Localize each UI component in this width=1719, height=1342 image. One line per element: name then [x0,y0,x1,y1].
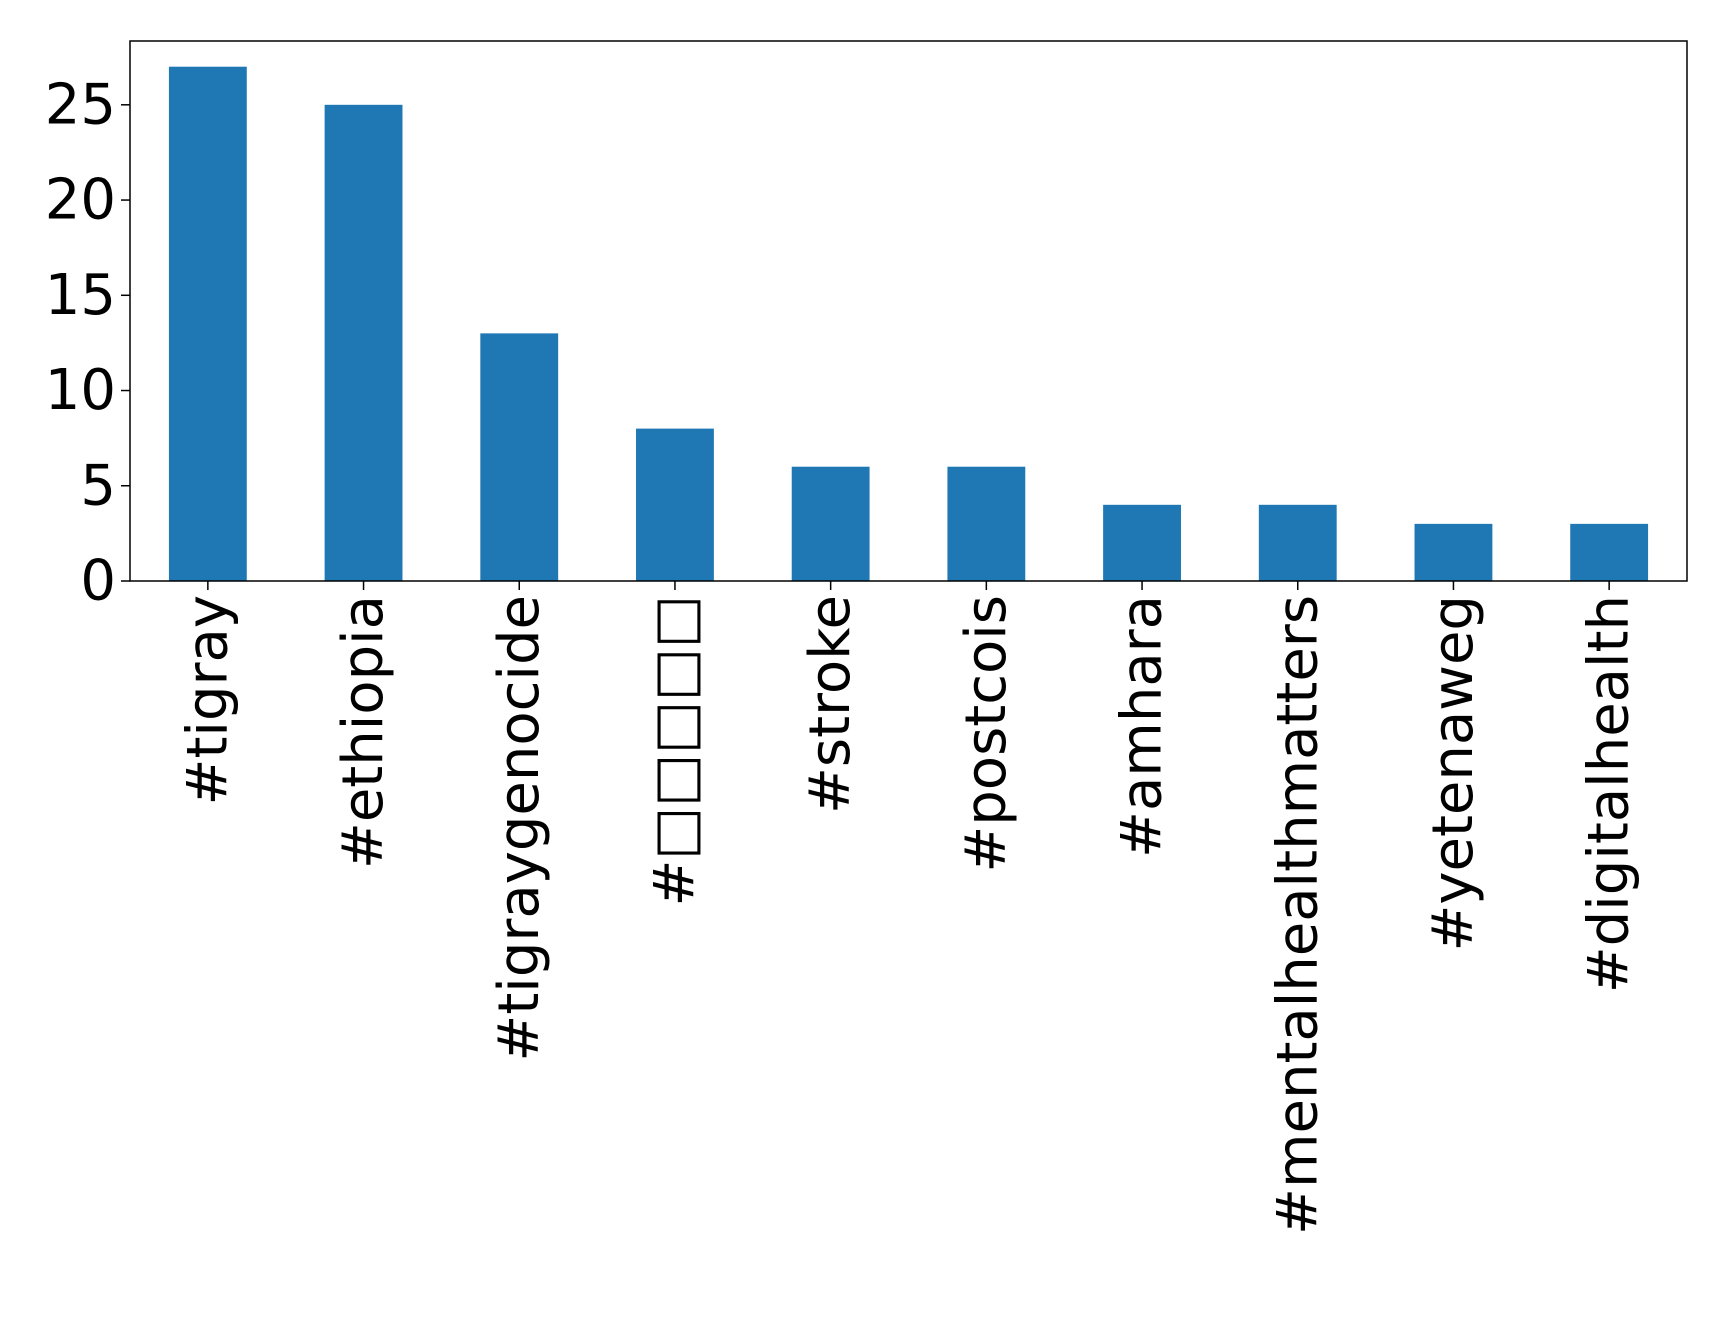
bars-layer [168,66,1649,582]
y-axis: 0 5 10 15 20 25 [45,72,130,614]
x-tick-label-2: #tigraygenocide [487,595,552,1062]
bar-5 [947,466,1026,581]
x-tick-label-7: #mentalhealthmatters [1265,595,1330,1235]
bar-6 [1103,504,1181,581]
y-tick-label-1: 5 [80,453,116,518]
x-tick-label-5: #postcois [954,595,1019,873]
bar-8 [1414,523,1493,581]
plot-frame [129,40,1688,582]
bar-9 [1570,523,1649,581]
x-tick-label-4: #stroke [798,595,863,814]
x-tick-label-6: #amhara [1110,595,1175,858]
y-tick-label-0: 0 [80,549,116,614]
bar-1 [324,104,403,582]
bar-0 [168,66,247,581]
bar-2 [480,333,559,581]
y-tick-label-2: 10 [45,358,116,423]
bar-7 [1258,504,1337,581]
bar-3 [636,428,714,581]
x-tick-label-0: #tigray [175,595,240,805]
x-tick-label-3: #□□□□□ [642,595,707,906]
bar-4 [791,466,870,581]
x-axis: #tigray #ethiopia #tigraygenocide #□□□□□ #st… [175,581,1642,1235]
x-tick-label-9: #digitalhealth [1577,595,1642,993]
y-tick-label-3: 15 [45,263,116,328]
y-tick-label-5: 25 [45,72,116,137]
x-tick-label-1: #ethiopia [331,595,396,869]
y-tick-label-4: 20 [45,168,116,233]
x-tick-label-8: #yetenaweg [1421,595,1486,952]
